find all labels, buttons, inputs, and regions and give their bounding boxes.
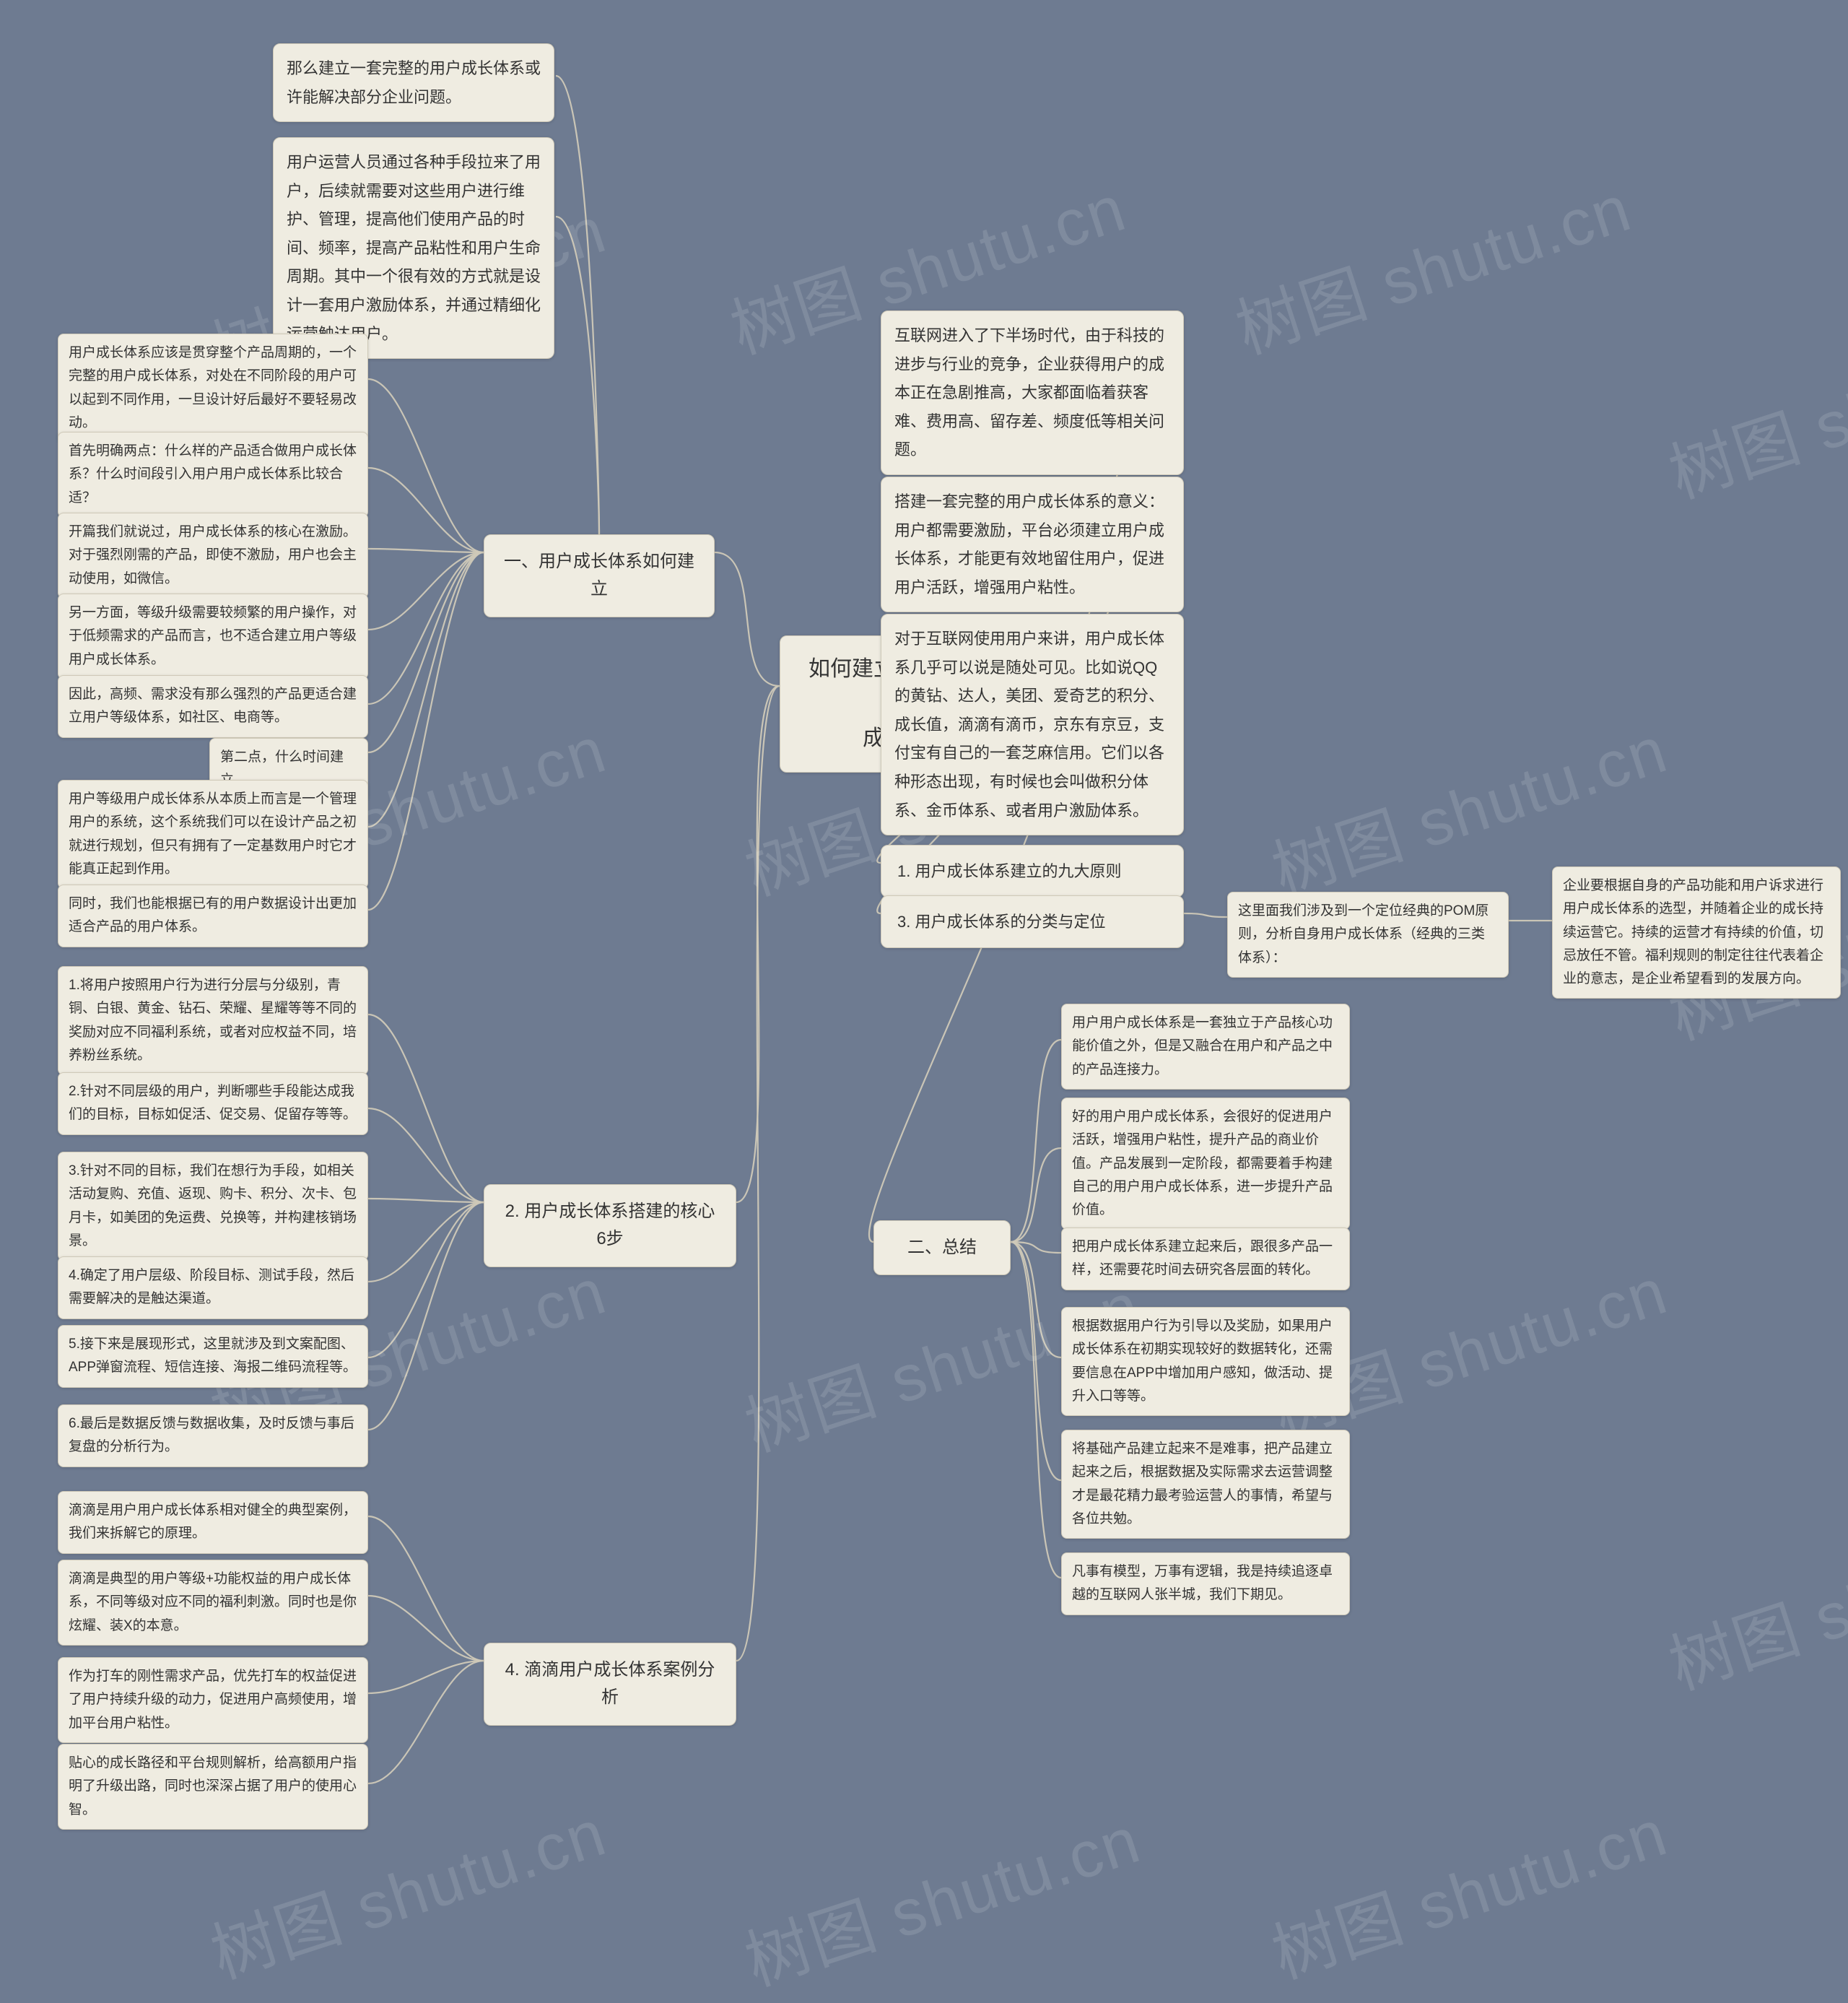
right-category-child: 这里面我们涉及到一个定位经典的POM原则，分析自身用户成长体系（经典的三类体系）… [1227, 892, 1509, 978]
right-intro-1: 搭建一套完整的用户成长体系的意义：用户都需要激励，平台必须建立用户成长体系，才能… [881, 477, 1184, 612]
s1-intro-1: 用户运营人员通过各种手段拉来了用户，后续就需要对这些用户进行维护、管理，提高他们… [273, 137, 554, 359]
s1-item-c: 开篇我们就说过，用户成长体系的核心在激励。对于强烈刚需的产品，即使不激励，用户也… [58, 513, 368, 599]
rsum-3: 根据数据用户行为引导以及奖励，如果用户成长体系在初期实现较好的数据转化，还需要信… [1061, 1307, 1350, 1416]
s2-item-a: 1.将用户按照用户行为进行分层与分级别，青铜、白银、黄金、钻石、荣耀、星耀等等不… [58, 966, 368, 1075]
s1-item-b: 首先明确两点：什么样的产品适合做用户成长体系？什么时间段引入用户用户成长体系比较… [58, 432, 368, 518]
rsum-4: 将基础产品建立起来不是难事，把产品建立起来之后，根据数据及实际需求去运营调整才是… [1061, 1430, 1350, 1539]
s1-item-e: 因此，高频、需求没有那么强烈的产品更适合建立用户等级体系，如社区、电商等。 [58, 675, 368, 738]
s4-item-d: 贴心的成长路径和平台规则解析，给高额用户指明了升级出路，同时也深深占据了用户的使… [58, 1744, 368, 1830]
s2-item-c: 3.针对不同的目标，我们在想行为手段，如相关活动复购、充值、返现、购卡、积分、次… [58, 1152, 368, 1261]
right-summary-title: 二、总结 [873, 1220, 1011, 1275]
watermark-text: 树图 shutu.cn [1656, 1492, 1848, 1708]
s1-item-g: 用户等级用户成长体系从本质上而言是一个管理用户的系统，这个系统我们可以在设计产品… [58, 780, 368, 889]
rsum-0: 用户用户成长体系是一套独立于产品核心功能价值之外，但是又融合在用户和产品之中的产… [1061, 1004, 1350, 1090]
rsum-2: 把用户成长体系建立起来后，跟很多产品一样，还需要花时间去研究各层面的转化。 [1061, 1228, 1350, 1290]
watermark-text: 树图 shutu.cn [1259, 1781, 1678, 1997]
s2-item-f: 6.最后是数据反馈与数据收集，及时反馈与事后复盘的分析行为。 [58, 1404, 368, 1467]
s1-intro-0: 那么建立一套完整的用户成长体系或许能解决部分企业问题。 [273, 43, 554, 122]
s2-item-e: 5.接下来是展现形式，这里就涉及到文案配图、APP弹窗流程、短信连接、海报二维码… [58, 1325, 368, 1388]
right-intro-0: 互联网进入了下半场时代，由于科技的进步与行业的竞争，企业获得用户的成本正在急剧推… [881, 310, 1184, 475]
section-1-title: 一、用户成长体系如何建立 [484, 534, 715, 617]
right-principles: 1. 用户成长体系建立的九大原则 [881, 845, 1184, 898]
right-category: 3. 用户成长体系的分类与定位 [881, 895, 1184, 948]
section-2-title: 2. 用户成长体系搭建的核心6步 [484, 1184, 736, 1267]
s1-item-h: 同时，我们也能根据已有的用户数据设计出更加适合产品的用户体系。 [58, 885, 368, 947]
s2-item-d: 4.确定了用户层级、阶段目标、测试手段，然后需要解决的是触达渠道。 [58, 1256, 368, 1319]
watermark-text: 树图 shutu.cn [1656, 300, 1848, 516]
watermark-text: 树图 shutu.cn [732, 1788, 1151, 2003]
s1-item-a: 用户成长体系应该是贯穿整个产品周期的，一个完整的用户成长体系，对处在不同阶段的用… [58, 334, 368, 443]
right-category-grandchild: 企业要根据自身的产品功能和用户诉求进行用户成长体系的选型，并随着企业的成长持续运… [1552, 866, 1841, 999]
rsum-1: 好的用户用户成长体系，会很好的促进用户活跃，增强用户粘性，提升产品的商业价值。产… [1061, 1098, 1350, 1230]
right-intro-2: 对于互联网使用用户来讲，用户成长体系几乎可以说是随处可见。比如说QQ的黄钻、达人… [881, 614, 1184, 835]
s4-item-b: 滴滴是典型的用户等级+功能权益的用户成长体系，不同等级对应不同的福利刺激。同时也… [58, 1560, 368, 1646]
s4-item-c: 作为打车的刚性需求产品，优先打车的权益促进了用户持续升级的动力，促进用户高频使用… [58, 1657, 368, 1743]
s1-item-d: 另一方面，等级升级需要较频繁的用户操作，对于低频需求的产品而言，也不适合建立用户… [58, 594, 368, 679]
watermark-text: 树图 shutu.cn [1223, 156, 1642, 372]
rsum-5: 凡事有模型，万事有逻辑，我是持续追逐卓越的互联网人张半城，我们下期见。 [1061, 1552, 1350, 1615]
s4-item-a: 滴滴是用户用户成长体系相对健全的典型案例，我们来拆解它的原理。 [58, 1491, 368, 1554]
section-4-title: 4. 滴滴用户成长体系案例分析 [484, 1643, 736, 1726]
s2-item-b: 2.针对不同层级的用户，判断哪些手段能达成我们的目标，目标如促活、促交易、促留存… [58, 1072, 368, 1135]
